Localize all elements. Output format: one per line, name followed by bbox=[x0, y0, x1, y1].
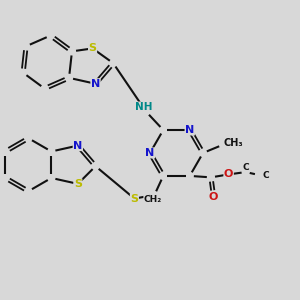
Text: N: N bbox=[73, 141, 83, 151]
Text: CH₃: CH₃ bbox=[224, 138, 243, 148]
Text: S: S bbox=[74, 179, 82, 189]
Text: N: N bbox=[185, 125, 194, 135]
Text: O: O bbox=[208, 192, 218, 202]
Text: O: O bbox=[224, 169, 233, 179]
Text: N: N bbox=[146, 148, 154, 158]
Text: CH₂: CH₂ bbox=[144, 195, 162, 204]
Text: S: S bbox=[130, 194, 138, 204]
Text: NH: NH bbox=[135, 102, 153, 112]
Text: S: S bbox=[88, 44, 97, 53]
Text: N: N bbox=[91, 79, 100, 89]
Text: C: C bbox=[242, 163, 249, 172]
Text: C: C bbox=[262, 170, 269, 179]
